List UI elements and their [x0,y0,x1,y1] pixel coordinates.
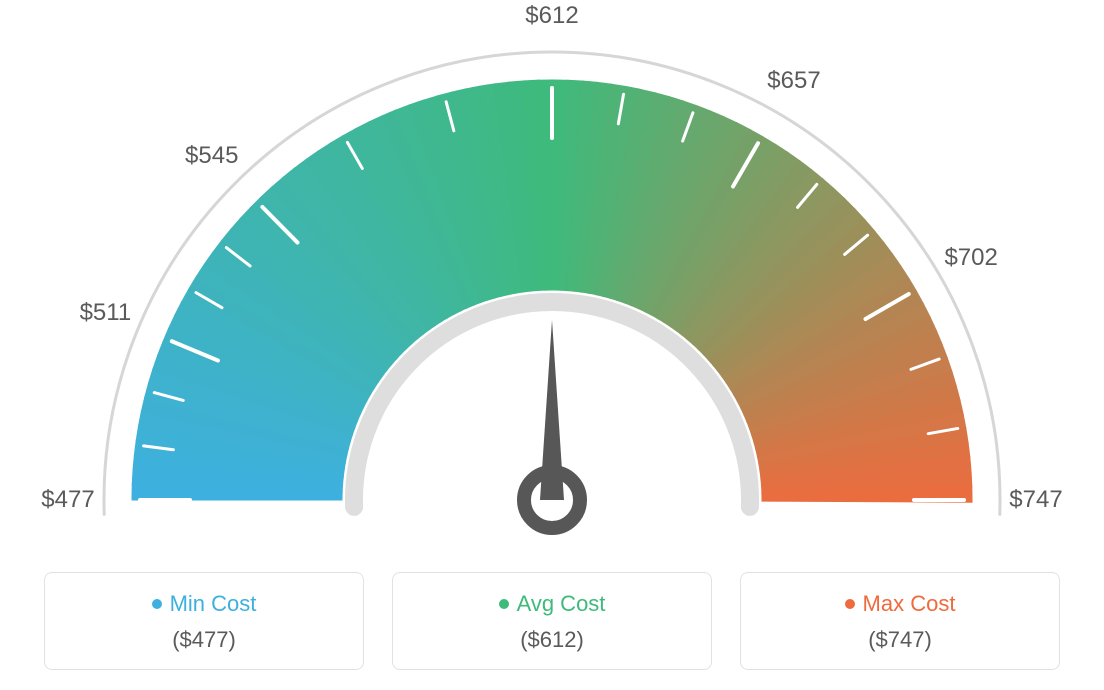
gauge-tick-label: $612 [525,2,578,30]
gauge-tick-label: $747 [1009,486,1062,514]
gauge-chart: $477 $511 $545 $612 $657 $702 $747 [0,0,1104,560]
gauge-tick-label: $657 [767,67,820,95]
legend-label-min: Min Cost [170,591,257,617]
legend-value-min: ($477) [55,627,353,653]
legend-card-min: Min Cost ($477) [44,572,364,670]
gauge-tick-label: $511 [80,299,132,327]
legend-value-avg: ($612) [403,627,701,653]
gauge-tick-label: $545 [185,142,238,170]
legend-value-max: ($747) [751,627,1049,653]
legend-dot-max [845,599,855,609]
legend-title-row: Min Cost [55,591,353,617]
legend-row: Min Cost ($477) Avg Cost ($612) Max Cost… [0,572,1104,670]
legend-card-avg: Avg Cost ($612) [392,572,712,670]
gauge-tick-label: $477 [41,486,94,514]
legend-card-max: Max Cost ($747) [740,572,1060,670]
legend-title-row: Avg Cost [403,591,701,617]
legend-dot-min [152,599,162,609]
legend-label-avg: Avg Cost [517,591,606,617]
legend-title-row: Max Cost [751,591,1049,617]
gauge-tick-label: $702 [944,244,997,272]
legend-label-max: Max Cost [863,591,956,617]
legend-dot-avg [499,599,509,609]
gauge-svg [0,0,1104,560]
